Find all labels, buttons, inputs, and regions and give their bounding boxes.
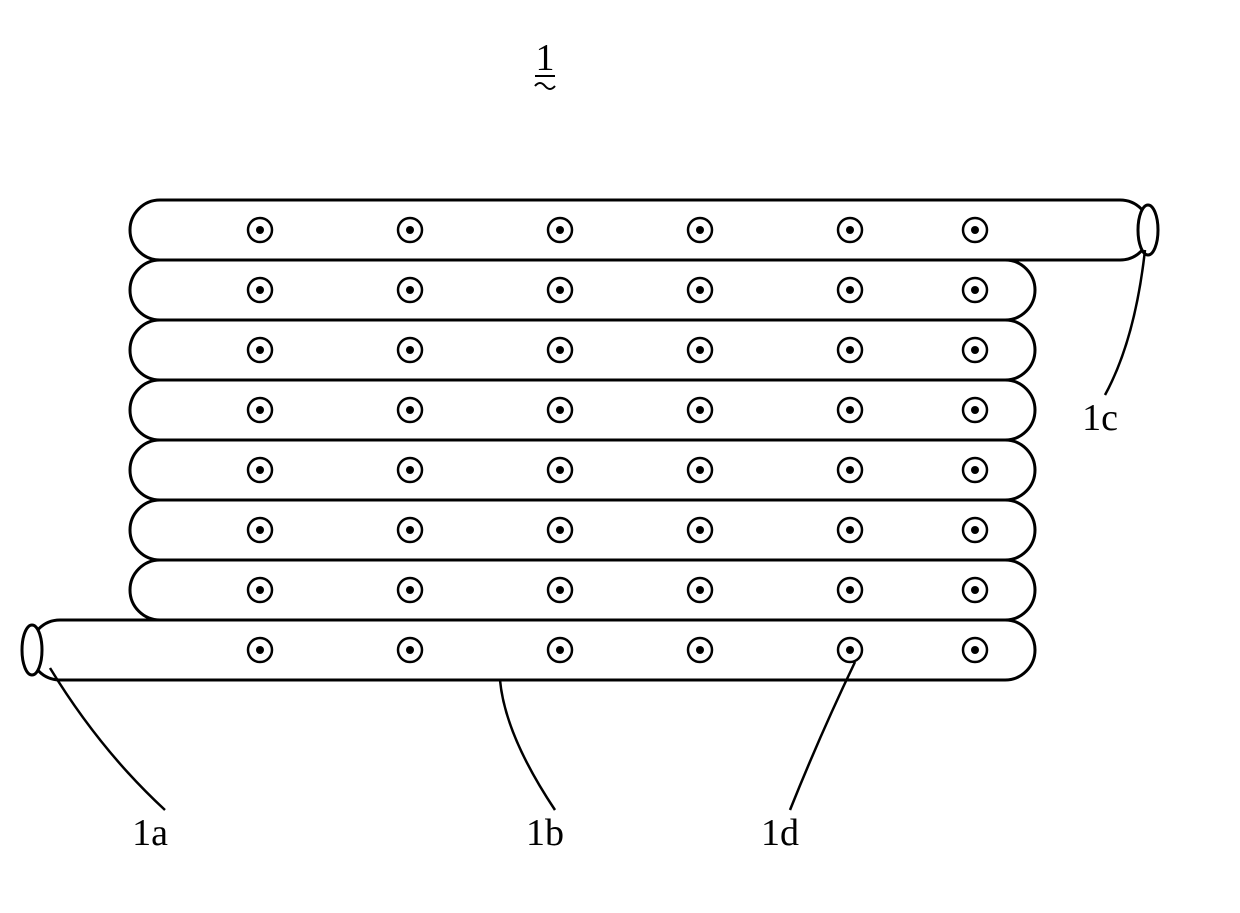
flow-dot-inner [846,586,854,594]
coil-row [130,440,1035,500]
flow-dot-inner [696,406,704,414]
flow-dot-inner [971,406,979,414]
flow-dot-inner [846,286,854,294]
flow-dot-inner [406,646,414,654]
flow-dot-inner [971,286,979,294]
flow-dot-inner [846,346,854,354]
flow-dot-inner [971,226,979,234]
coil-row [130,260,1035,320]
leader-1c [1105,250,1145,395]
flow-dot-inner [846,646,854,654]
title-tilde [535,83,555,89]
flow-dot-inner [696,346,704,354]
tube-end-top-right [1138,205,1158,255]
label-1c: 1c [1082,397,1118,439]
flow-dot-inner [556,586,564,594]
flow-dot-inner [556,526,564,534]
flow-dot-inner [696,466,704,474]
coil-row [30,620,1035,680]
flow-dot-inner [556,406,564,414]
flow-dot-inner [696,646,704,654]
flow-dot-inner [256,586,264,594]
flow-dot-inner [406,406,414,414]
leader-1a [50,668,165,810]
flow-dot-inner [971,466,979,474]
coil-row [130,320,1035,380]
coil-row [130,380,1035,440]
flow-dot-inner [406,586,414,594]
flow-dot-inner [256,406,264,414]
leader-1b [500,680,555,810]
flow-dot-inner [556,226,564,234]
coil-row [130,560,1035,620]
flow-dot-inner [406,466,414,474]
label-1a: 1a [132,812,168,854]
flow-dot-inner [846,526,854,534]
flow-dot-inner [696,286,704,294]
flow-dot-inner [971,346,979,354]
flow-dot-inner [556,346,564,354]
tube-end-bottom-left [22,625,42,675]
label-1d: 1d [761,812,799,854]
flow-dot-inner [971,526,979,534]
flow-dot-inner [556,466,564,474]
flow-dot-inner [556,646,564,654]
flow-dot-inner [256,526,264,534]
flow-dot-inner [256,286,264,294]
coil-row [130,200,1150,260]
flow-dot-inner [406,346,414,354]
flow-dot-inner [846,226,854,234]
flow-dot-inner [971,646,979,654]
flow-dot-inner [406,526,414,534]
flow-dot-inner [406,286,414,294]
flow-dot-inner [971,586,979,594]
label-1b: 1b [526,812,564,854]
flow-dot-inner [696,586,704,594]
flow-dot-inner [846,466,854,474]
flow-dot-inner [406,226,414,234]
flow-dot-inner [846,406,854,414]
flow-dot-inner [256,646,264,654]
figure-title: 1 [536,37,555,79]
flow-dot-inner [256,226,264,234]
flow-dot-inner [556,286,564,294]
flow-dot-inner [696,526,704,534]
leader-1d [790,662,855,810]
flow-dot-inner [696,226,704,234]
flow-dot-inner [256,346,264,354]
coil-row [130,500,1035,560]
flow-dot-inner [256,466,264,474]
